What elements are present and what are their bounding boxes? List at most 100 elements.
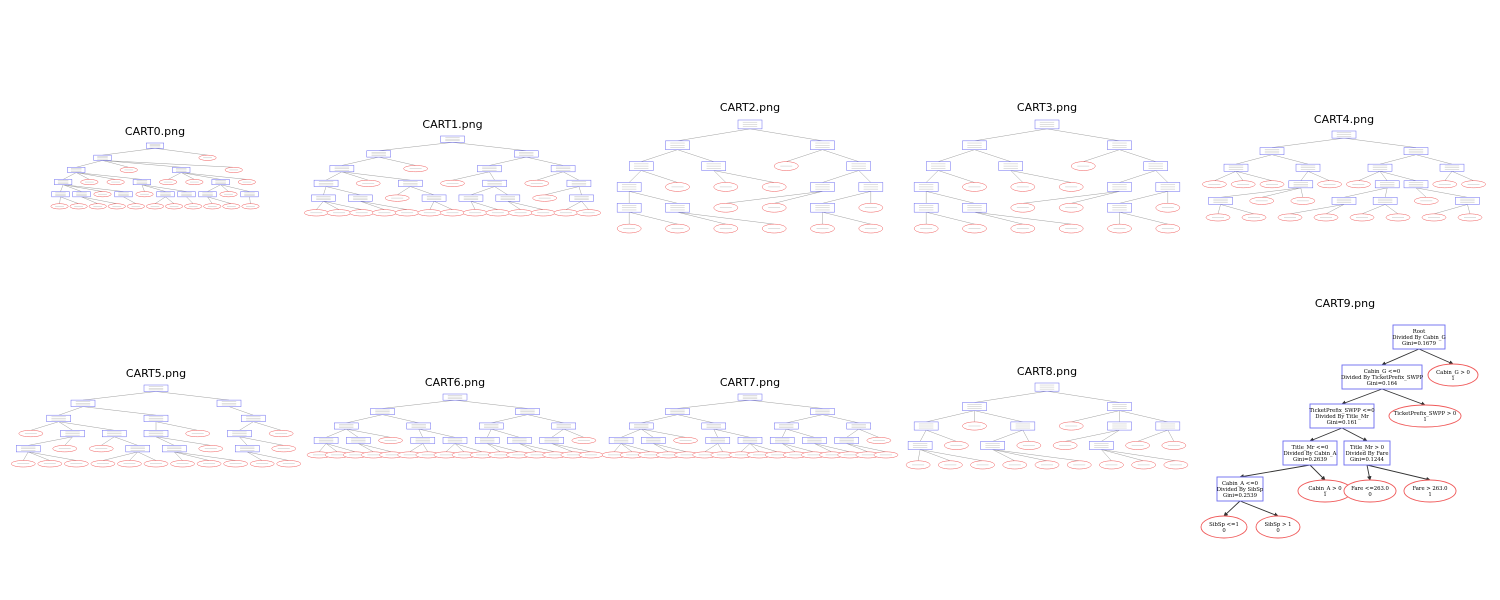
tree-edge bbox=[1415, 154, 1453, 165]
tree-edge bbox=[1022, 429, 1030, 442]
tree-edge bbox=[1071, 410, 1120, 423]
node-label-line: 1 bbox=[1423, 417, 1426, 423]
panel-title: CART0.png bbox=[124, 125, 186, 138]
tree-edge bbox=[926, 170, 939, 183]
tree-edge bbox=[1235, 171, 1244, 181]
tree-edge bbox=[565, 201, 582, 210]
tree-edge bbox=[491, 428, 520, 438]
panel-title: CART1.png bbox=[422, 118, 483, 131]
node-label-line: 0 bbox=[1368, 492, 1372, 498]
tree-edge bbox=[749, 443, 760, 452]
tree-edge bbox=[452, 142, 527, 151]
tree-edge bbox=[782, 443, 814, 453]
tree-edge bbox=[926, 211, 975, 225]
tree-edge bbox=[76, 172, 90, 180]
node-box bbox=[1216, 476, 1264, 502]
tree-edge bbox=[323, 186, 327, 195]
tree-edge bbox=[782, 443, 796, 452]
tree-edge bbox=[60, 184, 64, 192]
tree-edge bbox=[155, 436, 175, 446]
tree-edge bbox=[382, 399, 456, 409]
tree-edge bbox=[621, 443, 651, 453]
tree-edge bbox=[487, 443, 519, 453]
tree-edge bbox=[620, 443, 633, 452]
tree-edge bbox=[1307, 171, 1330, 181]
tree-edge bbox=[1119, 170, 1156, 183]
tree-edge bbox=[316, 201, 324, 210]
node-label-line: 1 bbox=[1323, 492, 1326, 498]
node-label-line: Cabin_A <=0 bbox=[1222, 481, 1259, 487]
tree-edge bbox=[64, 436, 73, 446]
tree-edge bbox=[613, 443, 622, 452]
tree-edge bbox=[418, 428, 456, 438]
tree-edge bbox=[470, 201, 498, 210]
tree-edge bbox=[551, 443, 591, 453]
tree-edge bbox=[454, 399, 528, 409]
tree-edge bbox=[717, 443, 723, 452]
tree-edge bbox=[239, 436, 284, 446]
tree-edge bbox=[641, 149, 678, 162]
node-label-line: TicketPrefix_SWPP <=0 bbox=[1309, 408, 1375, 414]
tree-edge bbox=[822, 149, 859, 162]
node-label-line: 0 bbox=[1276, 528, 1280, 534]
tree-edge bbox=[58, 421, 115, 431]
tree-edge bbox=[102, 160, 182, 168]
tree-edge bbox=[489, 156, 527, 166]
tree-edge bbox=[749, 443, 778, 453]
tree-edge bbox=[378, 142, 453, 151]
tree-edge bbox=[974, 149, 1011, 162]
tree-edge bbox=[544, 186, 579, 196]
tree-edge bbox=[814, 443, 832, 452]
tree-edge bbox=[326, 186, 361, 196]
tree-edge bbox=[445, 443, 456, 452]
tree-edge bbox=[992, 449, 1048, 462]
tree-edge bbox=[641, 428, 686, 438]
tree-edge bbox=[102, 160, 234, 168]
tree-edge bbox=[63, 184, 82, 192]
tree-edge bbox=[452, 171, 490, 181]
tree-edge bbox=[786, 149, 823, 162]
tree-edge bbox=[397, 186, 411, 196]
tree-edge bbox=[1309, 427, 1343, 442]
tree-edge bbox=[1010, 170, 1072, 183]
tree-edge bbox=[341, 156, 379, 166]
tree-edge bbox=[341, 171, 411, 181]
node-box bbox=[1309, 403, 1375, 429]
panel-title: CART4.png bbox=[1313, 113, 1375, 126]
tree-edge bbox=[59, 196, 61, 204]
tree-edge bbox=[63, 172, 77, 180]
tree-edge bbox=[220, 184, 250, 192]
tree-edge bbox=[992, 449, 1015, 461]
tree-edge bbox=[1366, 464, 1431, 482]
tree-edge bbox=[846, 428, 859, 438]
tree-edge bbox=[974, 128, 1048, 142]
tree-edge bbox=[1214, 171, 1237, 181]
tree-edge bbox=[81, 196, 98, 204]
tree-edge bbox=[168, 172, 182, 180]
node-label-line: Cabin_A > 0 bbox=[1308, 486, 1342, 492]
tree-edge bbox=[749, 399, 823, 409]
tree-edge bbox=[1119, 211, 1168, 225]
tree-edge bbox=[325, 171, 342, 181]
node-label-line: Divided By SibSp bbox=[1217, 487, 1264, 493]
tree-edge bbox=[253, 421, 282, 431]
node-label-line: Gini=0.2539 bbox=[1223, 493, 1258, 499]
tree-edge bbox=[207, 196, 213, 204]
tree-edge bbox=[786, 414, 823, 424]
node-label-line: Divided By Title_Mr bbox=[1315, 414, 1369, 420]
tree-edge bbox=[653, 443, 687, 453]
tree-edge bbox=[410, 186, 435, 196]
leaf-node: Fare <=263.00 bbox=[1343, 479, 1397, 503]
tree-edge bbox=[1379, 171, 1417, 181]
tree-edge bbox=[489, 171, 495, 181]
tree-edge bbox=[1235, 171, 1273, 181]
node-label-line: 0 bbox=[1222, 528, 1226, 534]
tree-edge bbox=[114, 436, 138, 446]
tree-edge bbox=[713, 170, 726, 183]
tree-edge bbox=[418, 429, 423, 438]
panel-cart8: CART8.png bbox=[902, 365, 1192, 471]
